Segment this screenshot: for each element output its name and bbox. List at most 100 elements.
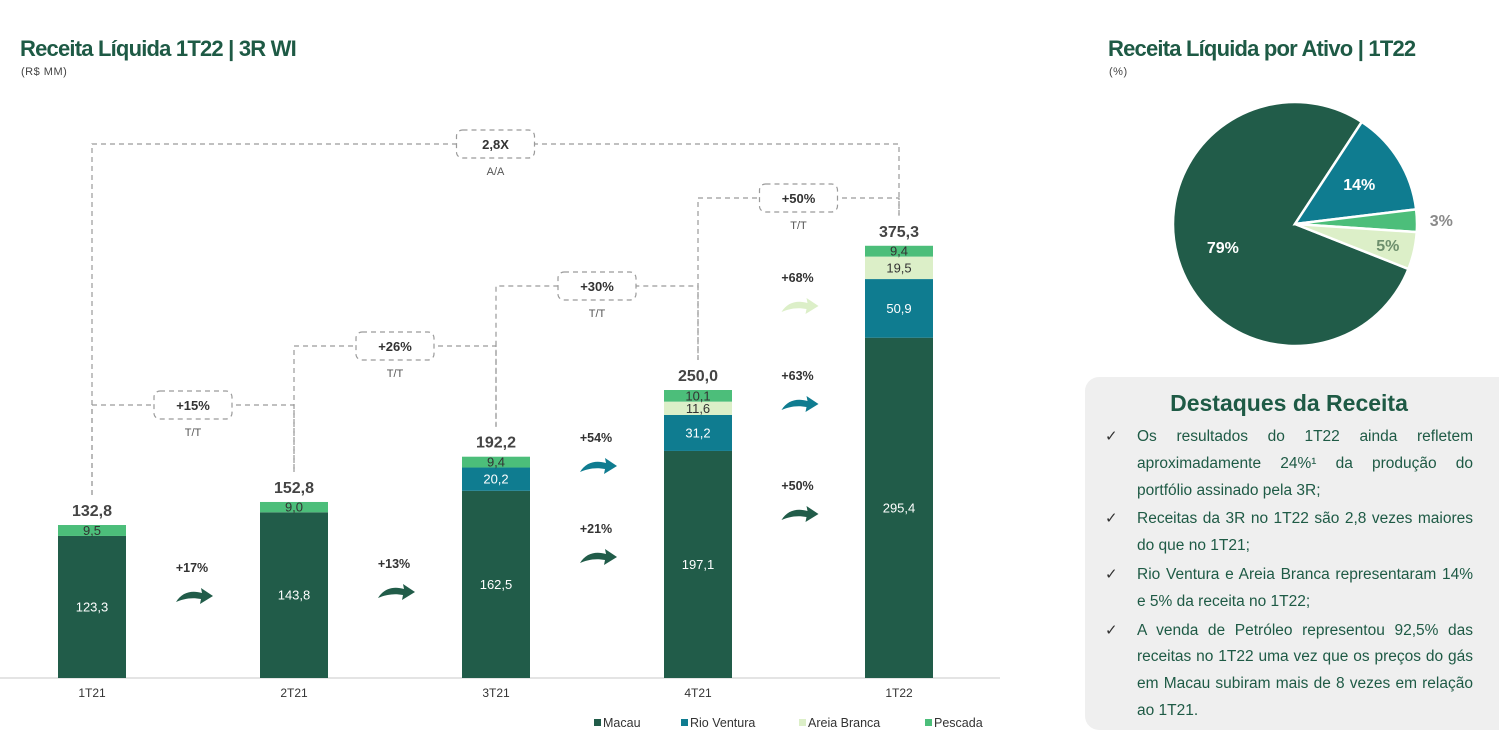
pie-slice-label: 14% xyxy=(1343,177,1375,194)
check-icon: ✓ xyxy=(1105,621,1118,639)
bar-value-label: 9,4 xyxy=(487,455,505,470)
legend-label: Rio Ventura xyxy=(690,716,755,730)
x-tick-label: 4T21 xyxy=(684,686,712,700)
growth-label: +68% xyxy=(781,271,813,285)
growth-arrow-icon xyxy=(580,458,617,474)
pie-chart-title: Receita Líquida por Ativo | 1T22 xyxy=(1108,36,1416,61)
pie-slice-rio-ventura xyxy=(1292,120,1418,226)
growth-label: +13% xyxy=(378,557,410,571)
growth-arrow-icon xyxy=(781,396,819,412)
legend-label: Pescada xyxy=(934,716,983,730)
highlight-item: ✓ A venda de Petróleo representou 92,5% d… xyxy=(1105,618,1473,725)
growth-arrow-icon xyxy=(580,549,617,565)
bar-value-label: 19,5 xyxy=(886,260,911,275)
growth-arrow-shape xyxy=(580,549,617,565)
comparison-label: +50% xyxy=(782,191,816,206)
pie-chart-unit: (%) xyxy=(1109,66,1128,78)
highlight-text: A venda de Petróleo representou 92,5% da… xyxy=(1137,621,1473,719)
pie-slice-label: 5% xyxy=(1376,238,1399,255)
comparison-box xyxy=(355,331,435,361)
x-tick-label: 1T22 xyxy=(885,686,913,700)
growth-label: +63% xyxy=(781,369,813,383)
bar-segment-pescada xyxy=(664,390,732,402)
bar-value-label: 123,3 xyxy=(76,599,109,614)
comparison-label: +15% xyxy=(176,398,210,413)
check-icon: ✓ xyxy=(1105,510,1118,528)
legend-label: Macau xyxy=(603,716,641,730)
highlight-item: ✓ Os resultados do 1T22 ainda refletem ap… xyxy=(1105,424,1473,504)
legend-swatch-macau xyxy=(594,719,601,726)
bar-segment-macau xyxy=(664,450,732,678)
growth-arrow-shape xyxy=(176,588,213,604)
growth-arrow-shape xyxy=(781,298,819,314)
bar-chart-unit: (R$ MM) xyxy=(21,66,68,78)
comparison-box xyxy=(758,183,839,213)
comparison-sublabel: T/T xyxy=(589,308,606,320)
growth-arrow-shape xyxy=(781,506,819,522)
legend-swatch-pescada xyxy=(925,719,932,726)
highlight-text: Receitas da 3R no 1T22 são 2,8 vezes mai… xyxy=(1137,510,1473,555)
bar-value-label: 9,0 xyxy=(285,500,303,515)
growth-arrow-icon xyxy=(781,506,819,522)
pie-slice-macau xyxy=(1171,100,1411,348)
bar-segment-rio-ventura xyxy=(462,467,530,491)
growth-arrow-shape xyxy=(781,396,819,412)
legend-label: Areia Branca xyxy=(808,716,880,730)
x-tick-label: 2T21 xyxy=(280,686,308,700)
comparison-connector xyxy=(293,345,497,472)
bar-total-label: 375,3 xyxy=(879,224,919,241)
highlights-card xyxy=(1085,377,1499,730)
pie-slice-label: 3% xyxy=(1430,213,1453,230)
bar-total-label: 192,2 xyxy=(476,435,516,452)
pie-slice-areia-branca xyxy=(1294,222,1419,271)
highlight-item: ✓ Receitas da 3R no 1T22 são 2,8 vezes ma… xyxy=(1105,506,1473,560)
comparison-box xyxy=(557,271,637,301)
highlights-title: Destaques da Receita xyxy=(1170,390,1408,416)
bar-total-label: 132,8 xyxy=(72,503,112,520)
bar-segment-macau xyxy=(58,535,126,678)
bar-value-label: 143,8 xyxy=(278,588,311,603)
bar-value-label: 295,4 xyxy=(883,500,916,515)
comparison-sublabel: T/T xyxy=(185,427,202,439)
growth-arrow-icon xyxy=(176,588,213,604)
bar-segment-pescada xyxy=(58,525,126,536)
bar-segment-macau xyxy=(462,490,530,678)
comparison-connector xyxy=(91,143,900,496)
bar-value-label: 162,5 xyxy=(480,577,513,592)
bar-chart-title: Receita Líquida 1T22 | 3R WI xyxy=(20,36,297,61)
x-tick-label: 3T21 xyxy=(482,686,510,700)
growth-label: +54% xyxy=(580,431,612,445)
bar-segment-areia-branca xyxy=(664,401,732,415)
comparison-sublabel: A/A xyxy=(487,166,505,178)
bar-value-label: 20,2 xyxy=(483,472,508,487)
check-icon: ✓ xyxy=(1105,565,1118,583)
highlight-text: Rio Ventura e Areia Branca representaram… xyxy=(1137,565,1473,610)
growth-arrow-shape xyxy=(378,584,415,600)
growth-label: +50% xyxy=(781,479,813,493)
bar-value-label: 31,2 xyxy=(685,425,710,440)
highlight-item: ✓ Rio Ventura e Areia Branca representara… xyxy=(1105,562,1473,616)
bar-segment-macau xyxy=(865,337,933,678)
growth-label: +21% xyxy=(580,522,612,536)
pie-slice-label: 79% xyxy=(1207,240,1239,257)
bar-total-label: 250,0 xyxy=(678,368,718,385)
legend-swatch-rio-ventura xyxy=(681,719,688,726)
comparison-sublabel: T/T xyxy=(387,368,404,380)
comparison-label: +30% xyxy=(580,279,614,294)
bar-segment-macau xyxy=(260,512,328,678)
bar-segment-pescada xyxy=(260,501,328,513)
growth-arrow-shape xyxy=(580,458,617,474)
comparison-box xyxy=(455,129,536,159)
comparison-label: 2,8X xyxy=(482,137,509,152)
bar-value-label: 197,1 xyxy=(682,557,715,572)
bar-segment-areia-branca xyxy=(865,256,933,280)
bar-total-label: 152,8 xyxy=(274,480,314,497)
growth-label: +17% xyxy=(176,561,208,575)
bar-value-label: 9,5 xyxy=(83,523,101,538)
comparison-box xyxy=(153,390,233,420)
comparison-sublabel: T/T xyxy=(790,220,807,232)
bar-value-label: 50,9 xyxy=(886,301,911,316)
bar-segment-pescada xyxy=(462,456,530,468)
check-icon: ✓ xyxy=(1105,428,1118,445)
